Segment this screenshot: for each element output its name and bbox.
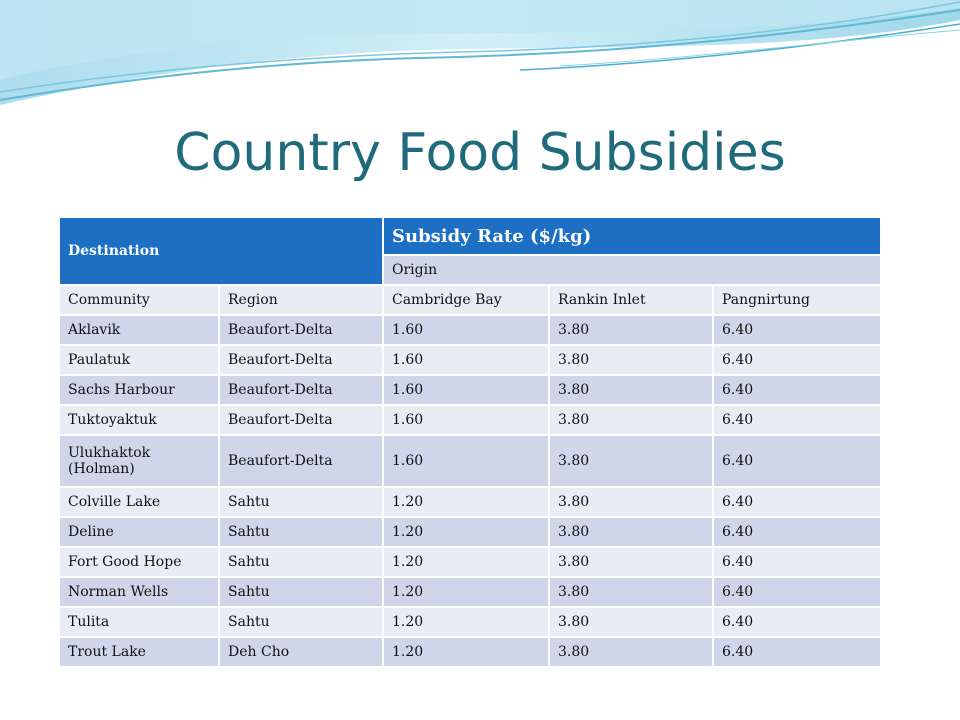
community-cell: Colville Lake xyxy=(58,486,220,518)
table-row: Paulatuk Beaufort-Delta 1.60 3.80 6.40 xyxy=(58,344,882,376)
community-cell: Deline xyxy=(58,516,220,548)
region-cell: Sahtu xyxy=(218,546,384,578)
community-cell: Tuktoyaktuk xyxy=(58,404,220,436)
rate-cell: 1.20 xyxy=(382,636,550,668)
region-cell: Beaufort-Delta xyxy=(218,314,384,346)
rate-cell: 1.60 xyxy=(382,344,550,376)
column-header: Community xyxy=(58,284,220,316)
region-cell: Beaufort-Delta xyxy=(218,434,384,488)
rate-cell: 6.40 xyxy=(712,546,882,578)
column-header: Cambridge Bay xyxy=(382,284,550,316)
slide-title: Country Food Subsidies xyxy=(174,123,786,183)
rate-cell: 1.60 xyxy=(382,404,550,436)
region-cell: Beaufort-Delta xyxy=(218,374,384,406)
region-cell: Sahtu xyxy=(218,516,384,548)
community-cell: Tulita xyxy=(58,606,220,638)
community-cell: Norman Wells xyxy=(58,576,220,608)
community-cell: Paulatuk xyxy=(58,344,220,376)
rate-cell: 1.20 xyxy=(382,576,550,608)
rate-cell: 1.60 xyxy=(382,314,550,346)
rate-cell: 1.20 xyxy=(382,516,550,548)
community-cell: Aklavik xyxy=(58,314,220,346)
table-row: Tulita Sahtu 1.20 3.80 6.40 xyxy=(58,606,882,638)
rate-cell: 6.40 xyxy=(712,314,882,346)
rate-cell: 1.20 xyxy=(382,606,550,638)
origin-header: Origin xyxy=(382,254,882,286)
rate-cell: 1.60 xyxy=(382,374,550,406)
region-cell: Beaufort-Delta xyxy=(218,344,384,376)
rate-cell: 1.20 xyxy=(382,486,550,518)
table-row: Ulukhaktok (Holman) Beaufort-Delta 1.60 … xyxy=(58,434,882,488)
table-row: Fort Good Hope Sahtu 1.20 3.80 6.40 xyxy=(58,546,882,578)
rate-cell: 3.80 xyxy=(548,636,714,668)
column-header: Rankin Inlet xyxy=(548,284,714,316)
rate-cell: 6.40 xyxy=(712,576,882,608)
table-row: Tuktoyaktuk Beaufort-Delta 1.60 3.80 6.4… xyxy=(58,404,882,436)
community-cell: Sachs Harbour xyxy=(58,374,220,406)
subsidy-rate-header: Subsidy Rate ($/kg) xyxy=(382,216,882,256)
destination-header: Destination xyxy=(58,216,384,286)
rate-cell: 6.40 xyxy=(712,516,882,548)
table-row: Aklavik Beaufort-Delta 1.60 3.80 6.40 xyxy=(58,314,882,346)
decorative-wave-banner xyxy=(0,0,960,105)
column-header: Pangnirtung xyxy=(712,284,882,316)
region-cell: Sahtu xyxy=(218,486,384,518)
rate-cell: 6.40 xyxy=(712,404,882,436)
region-cell: Beaufort-Delta xyxy=(218,404,384,436)
table-row: Trout Lake Deh Cho 1.20 3.80 6.40 xyxy=(58,636,882,668)
rate-cell: 6.40 xyxy=(712,434,882,488)
rate-cell: 3.80 xyxy=(548,404,714,436)
rate-cell: 6.40 xyxy=(712,486,882,518)
rate-cell: 1.20 xyxy=(382,546,550,578)
region-cell: Sahtu xyxy=(218,606,384,638)
rate-cell: 3.80 xyxy=(548,374,714,406)
rate-cell: 6.40 xyxy=(712,374,882,406)
community-cell: Ulukhaktok (Holman) xyxy=(58,434,220,488)
rate-cell: 6.40 xyxy=(712,636,882,668)
rate-cell: 3.80 xyxy=(548,434,714,488)
rate-cell: 3.80 xyxy=(548,546,714,578)
rate-cell: 3.80 xyxy=(548,516,714,548)
rate-cell: 3.80 xyxy=(548,344,714,376)
rate-cell: 3.80 xyxy=(548,576,714,608)
region-cell: Deh Cho xyxy=(218,636,384,668)
rate-cell: 3.80 xyxy=(548,486,714,518)
region-cell: Sahtu xyxy=(218,576,384,608)
rate-cell: 3.80 xyxy=(548,606,714,638)
rate-cell: 3.80 xyxy=(548,314,714,346)
table-row: Norman Wells Sahtu 1.20 3.80 6.40 xyxy=(58,576,882,608)
table-row: Colville Lake Sahtu 1.20 3.80 6.40 xyxy=(58,486,882,518)
rate-cell: 6.40 xyxy=(712,344,882,376)
rate-cell: 1.60 xyxy=(382,434,550,488)
community-cell: Fort Good Hope xyxy=(58,546,220,578)
rate-cell: 6.40 xyxy=(712,606,882,638)
column-header: Region xyxy=(218,284,384,316)
community-cell: Trout Lake xyxy=(58,636,220,668)
column-header-row: Community Region Cambridge Bay Rankin In… xyxy=(58,284,882,316)
subsidy-table: Destination Subsidy Rate ($/kg) Origin C… xyxy=(58,216,882,668)
table-row: Deline Sahtu 1.20 3.80 6.40 xyxy=(58,516,882,548)
table-row: Sachs Harbour Beaufort-Delta 1.60 3.80 6… xyxy=(58,374,882,406)
